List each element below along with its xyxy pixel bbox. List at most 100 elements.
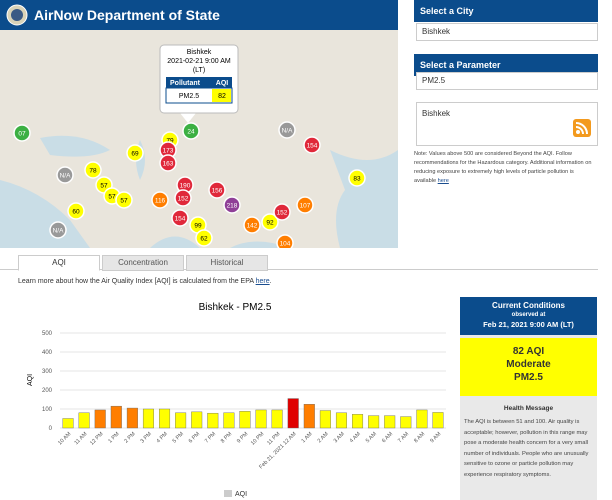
bar: [272, 410, 283, 428]
marker-label[interactable]: 152: [277, 210, 288, 217]
conditions-heading: Current Conditions: [460, 301, 597, 310]
current-category: Moderate: [460, 358, 597, 371]
marker-label[interactable]: 07: [18, 131, 26, 138]
bar: [143, 409, 154, 428]
seal: [6, 4, 28, 26]
bar: [256, 410, 267, 428]
conditions-header: Current Conditions observed at Feb 21, 2…: [460, 297, 597, 335]
city-heading: Select a City: [414, 0, 598, 22]
tab[interactable]: Historical: [186, 255, 268, 271]
marker-label[interactable]: 218: [227, 203, 238, 210]
param-value: PM2.5: [422, 76, 445, 85]
marker-label[interactable]: 163: [163, 161, 174, 168]
marker-label[interactable]: 57: [120, 198, 128, 205]
legend-label: AQI: [235, 491, 247, 498]
conditions: Current Conditions observed at Feb 21, 2…: [460, 297, 597, 500]
marker-label[interactable]: 190: [180, 183, 191, 190]
popup-col: Pollutant: [170, 80, 201, 87]
info: Learn more about how the Air Quality Ind…: [18, 278, 272, 285]
tab[interactable]: AQI: [18, 255, 100, 271]
marker-label[interactable]: N/A: [60, 173, 72, 180]
bar: [304, 404, 315, 428]
feed-title: Bishkek: [422, 109, 450, 118]
tab[interactable]: Concentration: [102, 255, 184, 271]
header-title: AirNow Department of State: [34, 7, 220, 23]
sidebar: Select a City Bishkek Select a Parameter…: [414, 0, 598, 290]
bar: [320, 411, 331, 428]
marker-label[interactable]: 69: [131, 151, 139, 158]
marker-label[interactable]: 57: [108, 194, 116, 201]
marker-label[interactable]: 83: [353, 176, 361, 183]
health-text: The AQI is between 51 and 100. Air quali…: [464, 417, 595, 480]
y-tick-label: 200: [42, 388, 53, 394]
city-value: Bishkek: [422, 27, 450, 36]
current-pollutant: PM2.5: [460, 371, 597, 384]
bar: [127, 408, 138, 428]
marker-label[interactable]: 116: [155, 198, 166, 205]
marker-label[interactable]: 57: [100, 183, 108, 190]
info-link[interactable]: here: [256, 278, 270, 285]
bar: [159, 409, 170, 428]
marker-label[interactable]: 92: [266, 220, 274, 227]
marker-label[interactable]: N/A: [53, 228, 65, 235]
popup-pollutant: PM2.5: [179, 93, 199, 100]
rss-icon[interactable]: [573, 119, 591, 137]
bar: [95, 410, 106, 428]
marker-label[interactable]: 104: [280, 241, 291, 248]
popup-city: Bishkek: [187, 49, 212, 56]
y-tick-label: 400: [42, 350, 53, 356]
bar: [79, 413, 90, 428]
marker-label[interactable]: 156: [212, 188, 223, 195]
aqi-box: 82 AQI Moderate PM2.5: [460, 338, 597, 396]
bar: [175, 413, 186, 428]
param-select[interactable]: PM2.5: [416, 72, 598, 90]
bar: [240, 411, 251, 428]
popup-col: AQI: [216, 80, 229, 87]
y-tick-label: 300: [42, 369, 53, 375]
info-text: Learn more about how the Air Quality Ind…: [18, 278, 256, 285]
y-tick-label: 100: [42, 407, 53, 413]
popup-aqi: 82: [218, 93, 226, 100]
chart-title: Bishkek - PM2.5: [199, 302, 272, 313]
bar: [368, 416, 379, 428]
bar: [111, 406, 122, 428]
y-axis-label: AQI: [27, 374, 34, 386]
marker-label[interactable]: N/A: [282, 128, 294, 135]
marker-label[interactable]: 60: [72, 209, 80, 216]
marker-label[interactable]: 173: [163, 148, 174, 155]
bar: [433, 412, 444, 428]
observed: observed at: [460, 312, 597, 318]
chart: Bishkek - PM2.5 AQI 010020030040050010 A…: [18, 297, 452, 500]
bar: [352, 414, 363, 428]
marker-label[interactable]: 107: [300, 203, 311, 210]
note-link[interactable]: here: [438, 178, 449, 184]
note: Note: Values above 500 are considered Be…: [414, 150, 596, 186]
observed-time: Feb 21, 2021 9:00 AM (LT): [460, 320, 597, 329]
city-select[interactable]: Bishkek: [416, 23, 598, 41]
map[interactable]: 07697924173163154N/A78575757N/A190156836…: [0, 30, 398, 248]
bar: [207, 413, 218, 428]
bar: [336, 413, 347, 428]
marker-label[interactable]: 62: [200, 236, 208, 243]
legend-swatch: [224, 490, 232, 497]
header: AirNow Department of State: [0, 0, 398, 30]
bar: [63, 419, 74, 429]
marker-label[interactable]: 78: [89, 168, 97, 175]
y-tick-label: 500: [42, 331, 53, 337]
feed-box: Bishkek: [416, 102, 598, 146]
bar: [384, 416, 395, 428]
marker-label[interactable]: 152: [178, 196, 189, 203]
info-end: .: [270, 278, 272, 285]
marker-label[interactable]: 99: [194, 223, 202, 230]
marker-label[interactable]: 154: [175, 216, 186, 223]
bar: [288, 399, 299, 428]
popup-time: 2021-02-21 9:00 AM: [167, 58, 231, 65]
popup-zone: (LT): [193, 67, 205, 74]
bar: [224, 413, 235, 428]
health-heading: Health Message: [460, 405, 597, 412]
marker-label[interactable]: 154: [307, 143, 318, 150]
bar: [417, 410, 428, 428]
marker-label[interactable]: 142: [247, 223, 258, 230]
marker-label[interactable]: 24: [187, 129, 195, 136]
